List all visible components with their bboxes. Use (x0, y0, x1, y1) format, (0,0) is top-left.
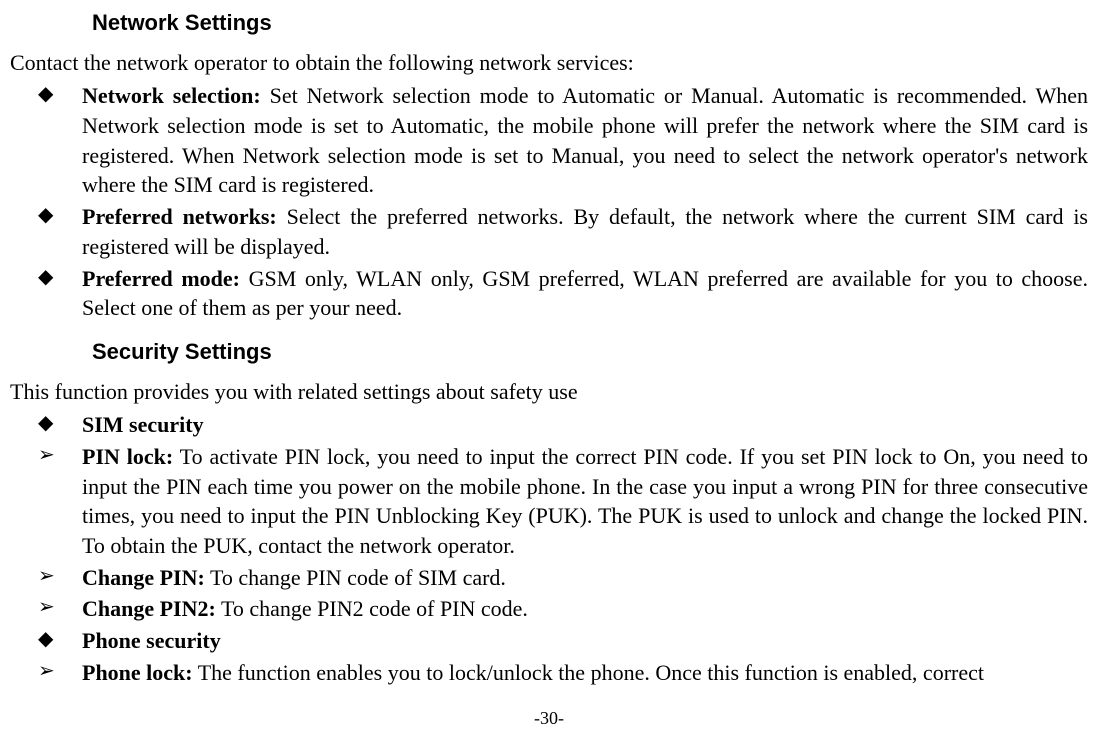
text-change-pin2: To change PIN2 code of PIN code. (216, 596, 528, 621)
list-item: Phone security (10, 626, 1088, 656)
term-preferred-mode: Preferred mode: (82, 266, 240, 291)
sim-security-header: SIM security (10, 410, 1088, 440)
term-pin-lock: PIN lock: (82, 444, 173, 469)
list-item: SIM security (10, 410, 1088, 440)
term-phone-security: Phone security (82, 628, 221, 653)
heading-security-settings: Security Settings (92, 337, 1088, 367)
term-phone-lock: Phone lock: (82, 660, 193, 685)
network-intro: Contact the network operator to obtain t… (10, 48, 1088, 78)
text-change-pin: To change PIN code of SIM card. (205, 565, 506, 590)
list-item: PIN lock: To activate PIN lock, you need… (10, 442, 1088, 561)
list-item: Network selection: Set Network selection… (10, 81, 1088, 200)
sim-security-list: PIN lock: To activate PIN lock, you need… (10, 442, 1088, 624)
phone-security-header: Phone security (10, 626, 1088, 656)
term-network-selection: Network selection: (82, 83, 261, 108)
term-change-pin2: Change PIN2: (82, 596, 216, 621)
security-intro: This function provides you with related … (10, 377, 1088, 407)
term-sim-security: SIM security (82, 412, 204, 437)
list-item: Preferred mode: GSM only, WLAN only, GSM… (10, 264, 1088, 323)
list-item: Phone lock: The function enables you to … (10, 658, 1088, 688)
network-bullet-list: Network selection: Set Network selection… (10, 81, 1088, 323)
term-preferred-networks: Preferred networks: (82, 204, 277, 229)
list-item: Preferred networks: Select the preferred… (10, 202, 1088, 261)
phone-security-list: Phone lock: The function enables you to … (10, 658, 1088, 688)
document-page: Network Settings Contact the network ope… (0, 0, 1098, 687)
page-number: -30- (0, 708, 1098, 729)
list-item: Change PIN: To change PIN code of SIM ca… (10, 563, 1088, 593)
text-pin-lock: To activate PIN lock, you need to input … (82, 444, 1088, 558)
heading-network-settings: Network Settings (92, 8, 1088, 38)
text-phone-lock: The function enables you to lock/unlock … (193, 660, 984, 685)
term-change-pin: Change PIN: (82, 565, 205, 590)
list-item: Change PIN2: To change PIN2 code of PIN … (10, 594, 1088, 624)
